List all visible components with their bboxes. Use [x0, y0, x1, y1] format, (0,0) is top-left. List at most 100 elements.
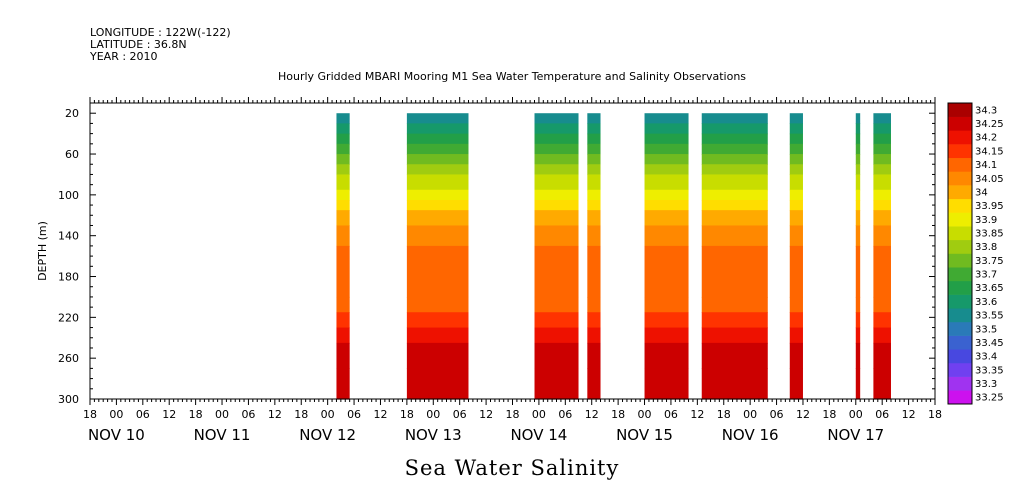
salinity-cell	[534, 225, 579, 247]
plot-area: 20 60 100 140 180 220 260 300	[58, 97, 936, 406]
x-tick-label: 12	[479, 408, 493, 421]
date-label: NOV 17	[827, 426, 884, 444]
x-tick-label: 00	[109, 408, 123, 421]
salinity-cell	[789, 143, 803, 155]
salinity-cell	[336, 342, 350, 369]
salinity-cell	[587, 133, 601, 145]
x-tick-label: 12	[585, 408, 599, 421]
colorbar-swatch	[948, 335, 972, 350]
x-tick-label: 00	[743, 408, 757, 421]
colorbar-label: 34.25	[975, 119, 1004, 130]
salinity-cell	[855, 133, 861, 145]
x-tick-label: 00	[426, 408, 440, 421]
colorbar-label: 34.2	[975, 133, 997, 144]
salinity-cell	[701, 225, 768, 247]
colorbar-label: 33.3	[975, 379, 997, 390]
salinity-cell	[587, 164, 601, 176]
salinity-cell	[855, 174, 861, 191]
salinity-cell	[855, 296, 861, 313]
chart-title: Hourly Gridded MBARI Mooring M1 Sea Wate…	[278, 70, 746, 83]
x-tick-label: 06	[241, 408, 255, 421]
colorbar-label: 33.85	[975, 228, 1004, 239]
salinity-cell	[644, 225, 689, 247]
salinity-cell	[701, 154, 768, 165]
salinity-cell	[534, 113, 579, 125]
x-tick-label: 00	[849, 408, 863, 421]
salinity-cell	[406, 199, 469, 211]
salinity-cell	[644, 312, 689, 329]
salinity-cell	[644, 368, 689, 400]
salinity-cell	[644, 123, 689, 135]
salinity-cell	[336, 312, 350, 329]
salinity-cell	[873, 123, 891, 135]
colorbar-swatch	[948, 267, 972, 282]
salinity-cell	[336, 174, 350, 191]
salinity-cell	[587, 296, 601, 313]
salinity-cell	[789, 133, 803, 145]
salinity-cell	[406, 245, 469, 298]
date-label: NOV 10	[88, 426, 145, 444]
salinity-cell	[406, 113, 469, 125]
salinity-cell	[534, 342, 579, 369]
salinity-cell	[873, 368, 891, 400]
data-segments	[336, 113, 891, 400]
x-tick-label: 18	[189, 408, 203, 421]
salinity-cell	[587, 368, 601, 400]
x-tick-label: 06	[136, 408, 150, 421]
salinity-cell	[789, 368, 803, 400]
salinity-cell	[789, 189, 803, 201]
colorbar-label: 33.8	[975, 242, 997, 253]
salinity-cell	[855, 225, 861, 247]
salinity-cell	[406, 312, 469, 329]
salinity-cell	[644, 296, 689, 313]
date-label: NOV 16	[722, 426, 779, 444]
plot-background	[90, 103, 935, 399]
salinity-cell	[534, 143, 579, 155]
salinity-cell	[534, 133, 579, 145]
salinity-cell	[587, 199, 601, 211]
salinity-cell	[701, 296, 768, 313]
salinity-cell	[789, 312, 803, 329]
salinity-cell	[873, 189, 891, 201]
x-tick-label: 12	[796, 408, 810, 421]
colorbar-swatch	[948, 349, 972, 364]
salinity-cell	[336, 245, 350, 298]
salinity-cell	[701, 210, 768, 227]
colorbar-label: 33.35	[975, 365, 1004, 376]
salinity-cell	[534, 210, 579, 227]
salinity-cell	[587, 113, 601, 125]
colorbar-swatch	[948, 253, 972, 268]
x-tick-label: 18	[717, 408, 731, 421]
salinity-cell	[789, 296, 803, 313]
y-tick-label: 180	[58, 271, 79, 284]
x-axis-ticks	[89, 97, 936, 405]
salinity-cell	[701, 368, 768, 400]
colorbar-swatch	[948, 280, 972, 295]
colorbar-label: 34.1	[975, 160, 997, 171]
x-tick-label: 00	[321, 408, 335, 421]
salinity-cell	[406, 225, 469, 247]
year-label: YEAR : 2010	[89, 50, 158, 63]
salinity-cell	[534, 199, 579, 211]
salinity-cell	[587, 174, 601, 191]
salinity-cell	[855, 113, 861, 125]
salinity-cell	[873, 133, 891, 145]
salinity-cell	[336, 210, 350, 227]
salinity-cell	[644, 327, 689, 344]
colorbar-label: 34.3	[975, 105, 997, 116]
salinity-cell	[873, 210, 891, 227]
salinity-cell	[644, 245, 689, 298]
x-tick-label: 06	[664, 408, 678, 421]
x-tick-label: 18	[611, 408, 625, 421]
colorbar-swatch	[948, 308, 972, 323]
salinity-cell	[336, 199, 350, 211]
x-tick-label: 12	[373, 408, 387, 421]
salinity-cell	[406, 164, 469, 176]
x-tick-label: 18	[928, 408, 942, 421]
salinity-cell	[701, 312, 768, 329]
longitude-label: LONGITUDE : 122W(-122)	[90, 26, 231, 39]
salinity-cell	[789, 123, 803, 135]
salinity-cell	[406, 133, 469, 145]
salinity-cell	[701, 174, 768, 191]
